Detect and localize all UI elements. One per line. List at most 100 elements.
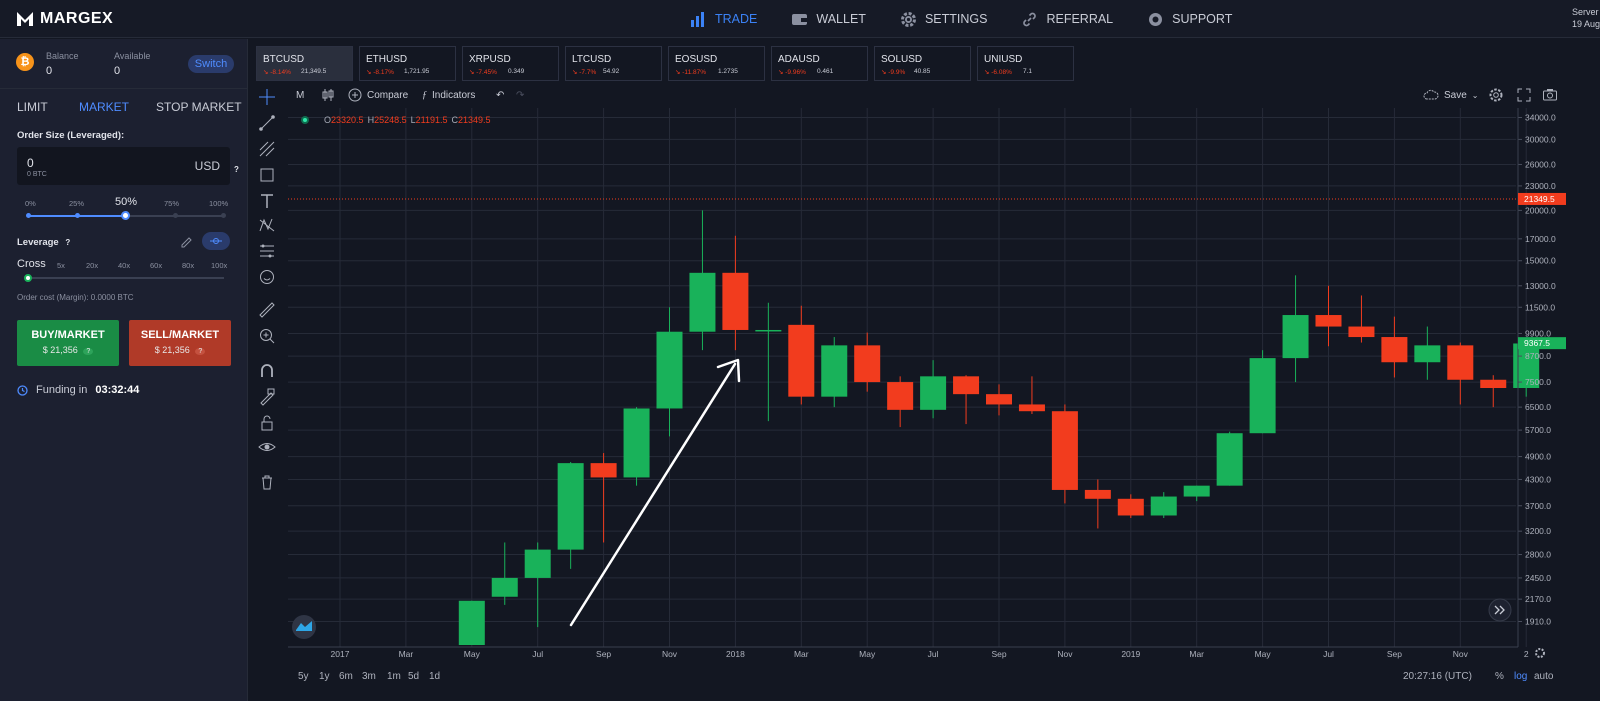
pattern-icon[interactable] — [258, 216, 276, 234]
buy-help-icon[interactable]: ? — [83, 348, 94, 355]
nav-referral[interactable]: REFERRAL — [1021, 11, 1113, 28]
redo-button[interactable]: ↷ — [516, 87, 524, 103]
leverage-manual-toggle[interactable] — [172, 232, 200, 250]
timeframe-1y[interactable]: 1y — [319, 671, 330, 682]
timeframe-6m[interactable]: 6m — [339, 671, 353, 682]
save-label: Save — [1444, 89, 1467, 101]
trendline-icon[interactable] — [258, 114, 276, 132]
timeframe-3m[interactable]: 3m — [362, 671, 376, 682]
price-tick-label: 5700.0 — [1525, 425, 1551, 435]
ticker-ltcusd[interactable]: LTCUSD ↘ -7.7% 54.92 — [565, 46, 662, 81]
eye-icon[interactable] — [258, 438, 276, 456]
candle-body — [1282, 315, 1309, 359]
pct-75[interactable]: 75% — [164, 199, 180, 208]
rectangle-icon[interactable] — [258, 166, 276, 184]
ticker-btcusd[interactable]: BTCUSD ↘ -8.14% 21,349.5 — [256, 46, 353, 81]
timeframe-1m[interactable]: 1m — [387, 671, 401, 682]
interval-button[interactable]: M — [296, 87, 304, 103]
ticker-ethusd[interactable]: ETHUSD ↘ -8.17% 1,721.95 — [359, 46, 456, 81]
buy-label: BUY/MARKET — [31, 329, 105, 341]
percent-scale-toggle[interactable]: % — [1495, 671, 1504, 682]
fullscreen-button[interactable] — [1516, 87, 1532, 103]
tab-stop-market[interactable]: STOP MARKET — [156, 100, 242, 114]
clock-icon — [17, 384, 28, 396]
leverage-40x[interactable]: 40x — [118, 261, 131, 270]
order-size-help-icon[interactable]: ? — [234, 165, 239, 174]
sell-label: SELL/MARKET — [140, 329, 220, 341]
leverage-slider-toggle[interactable] — [202, 232, 230, 250]
leverage-20x[interactable]: 20x — [86, 261, 99, 270]
nav-trade[interactable]: TRADE — [690, 11, 757, 28]
compare-button[interactable]: Compare — [348, 87, 408, 103]
indicators-button[interactable]: ƒ Indicators — [422, 87, 475, 103]
crosshair-icon[interactable] — [258, 88, 276, 106]
save-button[interactable]: Save ⌄ — [1423, 87, 1479, 103]
lock-drawing-icon[interactable] — [258, 388, 276, 406]
tab-limit[interactable]: LIMIT — [17, 100, 48, 114]
leverage-slider-track[interactable] — [28, 277, 224, 279]
ticker-adausd[interactable]: ADAUSD ↘ -9.96% 0.461 — [771, 46, 868, 81]
buy-market-button[interactable]: BUY/MARKET $ 21,356 ? — [17, 320, 119, 366]
pct-100[interactable]: 100% — [209, 199, 229, 208]
text-icon[interactable] — [258, 192, 276, 210]
timeframe-5d[interactable]: 5d — [408, 671, 420, 682]
time-tick-label: Nov — [1453, 649, 1469, 659]
sell-help-icon[interactable]: ? — [195, 348, 206, 355]
timeframe-5y[interactable]: 5y — [298, 671, 309, 682]
order-sidebar: ₿ Balance 0 Available 0 Switch LIMIT MAR… — [0, 39, 248, 701]
nav-wallet[interactable]: WALLET — [791, 11, 866, 28]
ticker-solusd[interactable]: SOLUSD ↘ -9.9% 40.85 — [874, 46, 971, 81]
screenshot-button[interactable] — [1542, 87, 1558, 103]
nav-support[interactable]: SUPPORT — [1147, 11, 1232, 28]
candle-body — [1018, 404, 1045, 412]
trash-icon[interactable] — [258, 473, 276, 491]
candle-down — [1117, 494, 1144, 519]
leverage-slider-knob[interactable] — [24, 274, 32, 282]
chart-type-button[interactable] — [322, 87, 334, 103]
undo-button[interactable]: ↶ — [496, 87, 504, 103]
zoom-in-icon[interactable] — [258, 327, 276, 345]
size-slider-dot — [26, 213, 31, 218]
sell-market-button[interactable]: SELL/MARKET $ 21,356 ? — [129, 320, 231, 366]
time-tick-label: 2018 — [726, 649, 745, 659]
order-size-input[interactable]: 0 0 BTC USD — [17, 147, 230, 185]
magnet-icon[interactable] — [258, 362, 276, 380]
candle-down — [1348, 295, 1375, 343]
candle-body — [1315, 315, 1342, 327]
unlock-icon[interactable] — [258, 414, 276, 432]
leverage-5x[interactable]: 5x — [57, 261, 65, 270]
ticker-uniusd[interactable]: UNIUSD ↘ -6.08% 7.1 — [977, 46, 1074, 81]
price-chart[interactable]: 34000.0 30000.0 26000.0 23000.0 20000.0 17000… — [288, 108, 1600, 665]
leverage-60x[interactable]: 60x — [150, 261, 163, 270]
leverage-80x[interactable]: 80x — [182, 261, 195, 270]
ticker-eosusd[interactable]: EOSUSD ↘ -11.87% 1.2735 — [668, 46, 765, 81]
candle-body — [986, 394, 1012, 405]
ohlc-high: 25248.5 — [374, 115, 407, 125]
ticker-change: ↘ -8.17% — [366, 69, 394, 76]
pitchfork-icon[interactable] — [258, 140, 276, 158]
candle-up — [557, 462, 584, 569]
cross-label[interactable]: Cross — [17, 258, 46, 270]
pct-50[interactable]: 50% — [115, 196, 138, 208]
pct-25[interactable]: 25% — [69, 199, 85, 208]
ruler-icon[interactable] — [258, 301, 276, 319]
auto-scale-toggle[interactable]: auto — [1534, 671, 1554, 682]
leverage-100x[interactable]: 100x — [211, 261, 228, 270]
fib-icon[interactable] — [258, 242, 276, 260]
log-scale-toggle[interactable]: log — [1514, 671, 1528, 682]
nav-settings[interactable]: SETTINGS — [900, 11, 987, 28]
emoji-icon[interactable] — [258, 268, 276, 286]
tab-market[interactable]: MARKET — [79, 100, 130, 114]
utc-clock[interactable]: 20:27:16 (UTC) — [1403, 671, 1472, 682]
ticker-xrpusd[interactable]: XRPUSD ↘ -7.45% 0.349 — [462, 46, 559, 81]
current-price-tag — [1518, 192, 1566, 205]
top-bar: MARGEX TRADE WALLET SETTINGS — [0, 0, 1600, 38]
logo[interactable]: MARGEX — [16, 8, 113, 30]
size-slider-knob[interactable] — [121, 211, 130, 220]
switch-button[interactable]: Switch — [188, 55, 234, 73]
timeframe-1d[interactable]: 1d — [429, 671, 441, 682]
pct-0[interactable]: 0% — [25, 199, 36, 208]
gear-icon — [1489, 88, 1503, 102]
chart-settings-button[interactable] — [1488, 87, 1504, 103]
leverage-help-icon[interactable]: ? — [65, 238, 71, 247]
